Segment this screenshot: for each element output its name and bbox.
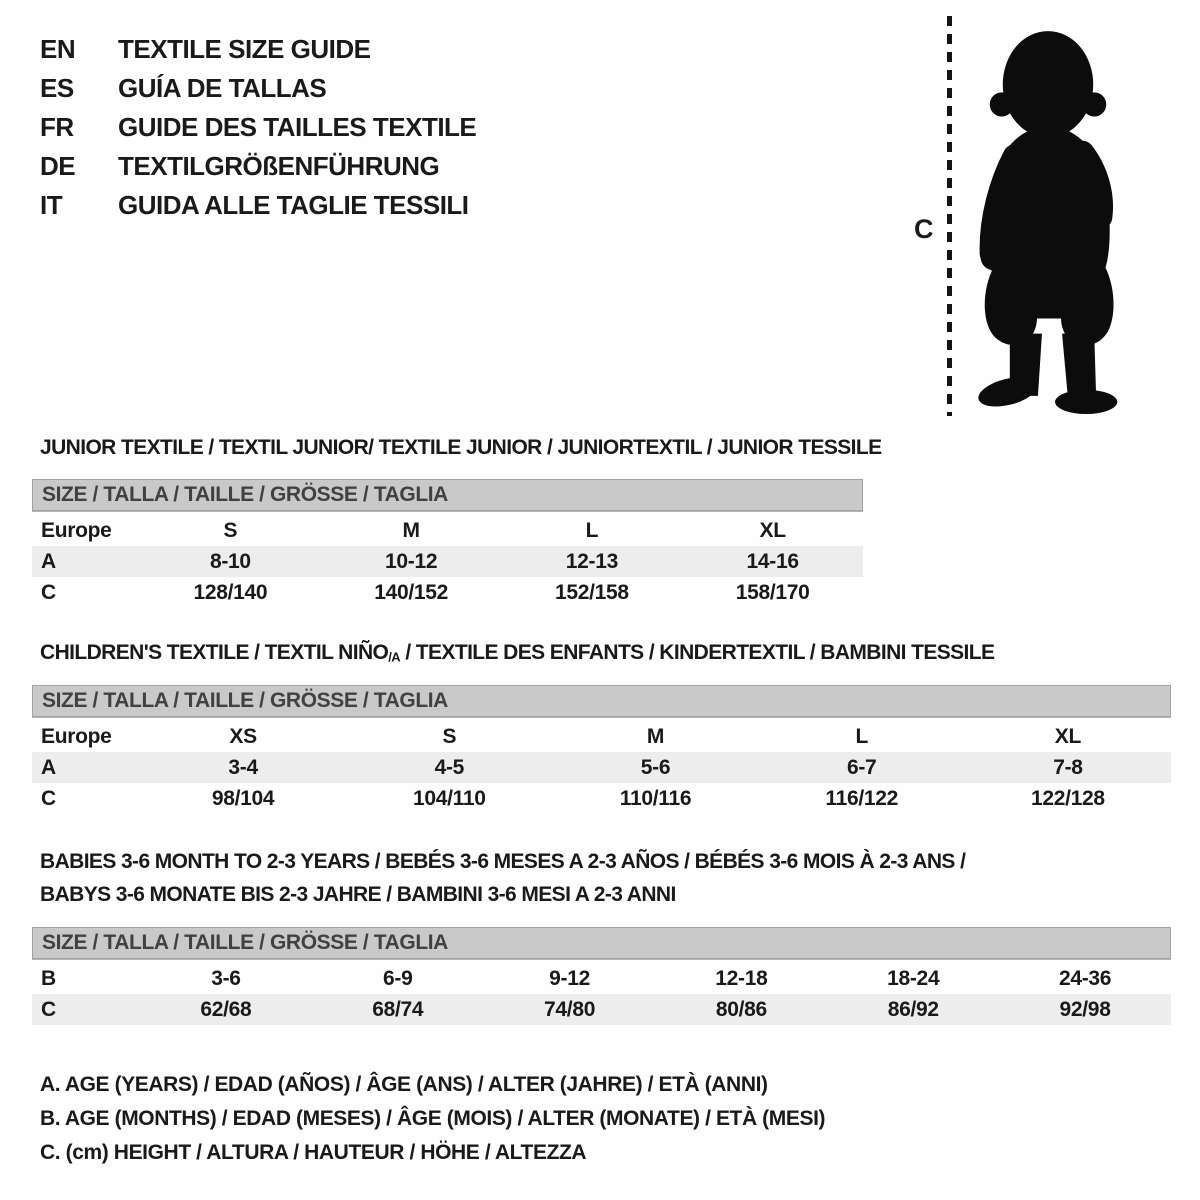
table-row: A 8-10 10-12 12-13 14-16: [32, 546, 863, 577]
value-cell: 6-9: [383, 966, 413, 990]
value-cell: 92/98: [1059, 997, 1111, 1021]
col-header-cell: M: [402, 518, 421, 542]
children-section-title: CHILDREN'S TEXTILE / TEXTIL NIÑO/A / TEX…: [40, 641, 995, 665]
size-header-band: SIZE / TALLA / TAILLE / GRÖSSE / TAGLIA: [32, 479, 863, 511]
value-cell: 128/140: [193, 580, 268, 604]
value-cell: 3-4: [228, 755, 258, 779]
value-cell: 8-10: [209, 549, 251, 573]
col-header-cell: XL: [1054, 724, 1082, 748]
col-header-cell: Europe: [41, 518, 112, 542]
row-label: A: [41, 549, 56, 573]
row-label: B: [41, 966, 56, 990]
babies-title-line1: BABIES 3-6 MONTH TO 2-3 YEARS / BEBÉS 3-…: [40, 850, 966, 873]
value-cell: 62/68: [200, 997, 252, 1021]
value-cell: 74/80: [544, 997, 596, 1021]
value-cell: 7-8: [1053, 755, 1083, 779]
table-header-row: Europe S M L XL: [32, 515, 863, 546]
language-title: TEXTILE SIZE GUIDE: [118, 34, 371, 64]
value-cell: 104/110: [412, 786, 486, 810]
table-row: A 3-4 4-5 5-6 6-7 7-8: [32, 752, 1171, 783]
children-title-subscript: /A: [388, 649, 401, 665]
language-code: IT: [40, 190, 63, 220]
value-cell: 4-5: [434, 755, 465, 779]
table-header-row: Europe XS S M L XL: [32, 721, 1171, 752]
value-cell: 122/128: [1031, 786, 1105, 810]
babies-title-line2: BABYS 3-6 MONATE BIS 2-3 JAHRE / BAMBINI…: [40, 883, 676, 906]
language-title: TEXTILGRÖßENFÜHRUNG: [118, 151, 440, 181]
value-cell: 14-16: [746, 549, 800, 573]
language-code: DE: [40, 151, 76, 181]
junior-size-table: SIZE / TALLA / TAILLE / GRÖSSE / TAGLIA …: [32, 479, 863, 608]
value-cell: 86/92: [887, 997, 939, 1021]
language-code: FR: [40, 112, 74, 142]
value-cell: 6-7: [846, 755, 877, 779]
size-header-band: SIZE / TALLA / TAILLE / GRÖSSE / TAGLIA: [32, 927, 1171, 959]
table-row: C 62/68 68/74 74/80 80/86 86/92 92/98: [32, 994, 1171, 1025]
row-label: C: [41, 786, 56, 810]
value-cell: 24-36: [1058, 966, 1112, 990]
measurement-footnotes: A. AGE (YEARS) / EDAD (AÑOS) / ÂGE (ANS)…: [40, 1068, 826, 1170]
value-cell: 18-24: [887, 966, 940, 990]
row-label: C: [41, 997, 56, 1021]
value-cell: 12-18: [715, 966, 768, 990]
footnote-a: A. AGE (YEARS) / EDAD (AÑOS) / ÂGE (ANS)…: [40, 1073, 768, 1096]
value-cell: 116/122: [825, 786, 899, 810]
babies-section-title: BABIES 3-6 MONTH TO 2-3 YEARS / BEBÉS 3-…: [40, 845, 966, 911]
babies-size-table: SIZE / TALLA / TAILLE / GRÖSSE / TAGLIA …: [32, 927, 1171, 1025]
row-label: A: [41, 755, 56, 779]
value-cell: 98/104: [211, 786, 275, 810]
col-header-cell: M: [646, 724, 665, 748]
col-header-cell: XL: [759, 518, 787, 542]
value-cell: 9-12: [549, 966, 590, 990]
col-header-cell: XS: [229, 724, 257, 748]
children-title-text: CHILDREN'S TEXTILE / TEXTIL NIÑO: [40, 641, 389, 664]
size-header-band: SIZE / TALLA / TAILLE / GRÖSSE / TAGLIA: [32, 685, 1171, 717]
col-header-cell: L: [855, 724, 868, 748]
language-row: ES GUÍA DE TALLAS: [40, 69, 476, 108]
value-cell: 5-6: [640, 755, 671, 779]
value-cell: 110/116: [619, 786, 692, 810]
language-code: ES: [40, 73, 74, 103]
language-title: GUIDA ALLE TAGLIE TESSILI: [118, 190, 469, 220]
footnote-c: C. (cm) HEIGHT / ALTURA / HAUTEUR / HÖHE…: [40, 1141, 587, 1164]
height-measure-dashed-line: [947, 16, 952, 416]
height-measure-label: C: [914, 214, 934, 244]
junior-section-title: JUNIOR TEXTILE / TEXTIL JUNIOR/ TEXTILE …: [40, 436, 882, 459]
language-legend: EN TEXTILE SIZE GUIDE ES GUÍA DE TALLAS …: [40, 30, 477, 225]
language-row: FR GUIDE DES TAILLES TEXTILE: [40, 108, 477, 147]
value-cell: 80/86: [715, 997, 767, 1021]
value-cell: 152/158: [554, 580, 629, 604]
row-label: C: [41, 580, 56, 604]
value-cell: 158/170: [735, 580, 810, 604]
children-size-table: SIZE / TALLA / TAILLE / GRÖSSE / TAGLIA …: [32, 685, 1171, 814]
col-header-cell: S: [442, 724, 457, 748]
language-title: GUÍA DE TALLAS: [118, 73, 327, 103]
value-cell: 3-6: [211, 966, 241, 990]
language-row: IT GUIDA ALLE TAGLIE TESSILI: [40, 186, 476, 225]
value-cell: 140/152: [374, 580, 449, 604]
children-title-text: / TEXTILE DES ENFANTS / KINDERTEXTIL / B…: [400, 641, 995, 664]
toddler-silhouette-icon: [978, 31, 1118, 414]
value-cell: 12-13: [565, 549, 619, 573]
col-header-cell: Europe: [41, 724, 112, 748]
language-code: EN: [40, 34, 76, 64]
language-title: GUIDE DES TAILLES TEXTILE: [118, 112, 477, 142]
table-row: C 128/140 140/152 152/158 158/170: [32, 577, 863, 608]
language-row: DE TEXTILGRÖßENFÜHRUNG: [40, 147, 476, 186]
language-row: EN TEXTILE SIZE GUIDE: [40, 30, 476, 69]
col-header-cell: S: [223, 518, 238, 542]
table-row: B 3-6 6-9 9-12 12-18 18-24 24-36: [32, 963, 1171, 994]
value-cell: 68/74: [372, 997, 424, 1021]
col-header-cell: L: [585, 518, 599, 542]
table-row: C 98/104 104/110 110/116 116/122 122/128: [32, 783, 1171, 814]
value-cell: 10-12: [385, 549, 438, 573]
footnote-b: B. AGE (MONTHS) / EDAD (MESES) / ÂGE (MO…: [40, 1107, 826, 1130]
